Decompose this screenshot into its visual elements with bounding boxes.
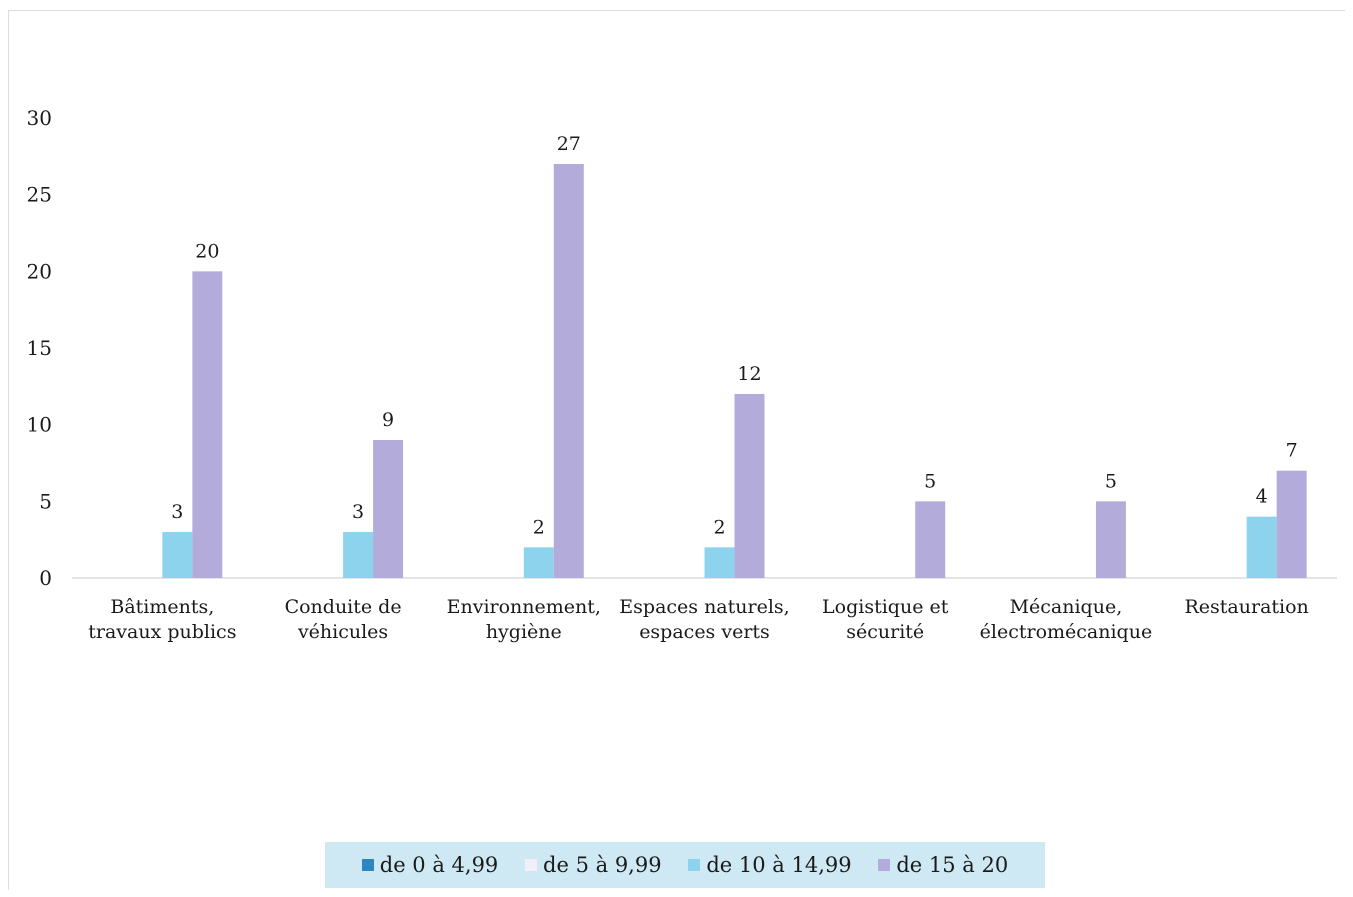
legend-label: de 10 à 14,99 <box>706 853 852 877</box>
y-tick-label: 25 <box>27 183 52 207</box>
bar <box>192 271 223 578</box>
bar <box>523 547 554 578</box>
data-label: 2 <box>533 516 545 538</box>
x-category-label-line: Restauration <box>1184 596 1308 618</box>
data-label: 5 <box>1105 470 1117 492</box>
legend-label: de 5 à 9,99 <box>543 853 662 877</box>
bar <box>734 394 765 578</box>
x-category-label: Espaces naturels, espaces verts <box>619 596 789 643</box>
bar <box>373 440 404 578</box>
bar <box>162 532 193 578</box>
legend-item: de 10 à 14,99 <box>688 853 852 877</box>
legend-swatch <box>878 859 891 871</box>
y-tick-label: 20 <box>27 259 52 283</box>
legend-item: de 5 à 9,99 <box>525 853 662 877</box>
data-label: 7 <box>1286 440 1298 462</box>
x-category-label-line: sécurité <box>846 621 924 643</box>
legend-swatch <box>525 859 538 871</box>
y-tick-label: 0 <box>39 566 52 590</box>
bar <box>1276 470 1307 578</box>
x-category-label: Environnement, hygiène <box>447 596 601 643</box>
legend-label: de 0 à 4,99 <box>379 853 499 877</box>
x-category-label-line: espaces verts <box>639 621 770 643</box>
legend-swatch <box>688 859 701 871</box>
legend-swatch <box>361 859 374 871</box>
x-category-label: Restauration <box>1184 596 1308 618</box>
x-category-label-line: Espaces naturels, <box>619 596 789 618</box>
x-category-label-line: véhicules <box>297 621 388 643</box>
bar <box>1095 501 1126 578</box>
y-tick-label: 5 <box>39 489 52 513</box>
legend-item: de 0 à 4,99 <box>361 853 499 877</box>
legend-item: de 15 à 20 <box>878 853 1008 877</box>
bar <box>343 532 374 578</box>
legend-label: de 15 à 20 <box>896 853 1009 877</box>
x-category-label-line: Environnement, <box>447 596 601 618</box>
x-category-label-line: Conduite de <box>285 596 402 618</box>
y-tick-label: 10 <box>27 413 52 437</box>
x-category-label: Mécanique, électromécanique <box>980 596 1153 643</box>
chart-legend: de 0 à 4,99 de 5 à 9,99 de 10 à 14,99 de 15… <box>325 842 1045 888</box>
bar <box>553 164 584 578</box>
data-label: 20 <box>195 240 219 262</box>
data-label: 4 <box>1256 486 1268 508</box>
x-category-label-line: électromécanique <box>980 621 1153 643</box>
x-category-label-line: Mécanique, <box>1010 596 1123 618</box>
bar <box>915 501 946 578</box>
bar <box>704 547 735 578</box>
x-category-label: Conduite de véhicules <box>285 596 402 643</box>
data-label: 3 <box>352 501 364 523</box>
y-tick-label: 30 <box>27 106 52 130</box>
frame-top-edge <box>8 10 1345 11</box>
y-tick-label: 15 <box>27 336 52 360</box>
data-label: 12 <box>737 363 761 385</box>
bar <box>1246 516 1277 578</box>
frame-left-edge <box>8 10 9 890</box>
x-category-label: Logistique et sécurité <box>822 596 949 643</box>
x-category-label-line: Logistique et <box>822 596 949 618</box>
data-label: 9 <box>382 409 394 431</box>
data-label: 3 <box>171 501 183 523</box>
x-category-label: Bâtiments, travaux publics <box>88 596 236 643</box>
data-label: 2 <box>713 516 725 538</box>
data-label: 5 <box>924 470 936 492</box>
data-label: 27 <box>557 133 581 155</box>
x-category-label-line: hygiène <box>486 621 562 643</box>
x-category-label-line: travaux publics <box>88 621 236 643</box>
x-category-label-line: Bâtiments, <box>110 596 214 618</box>
